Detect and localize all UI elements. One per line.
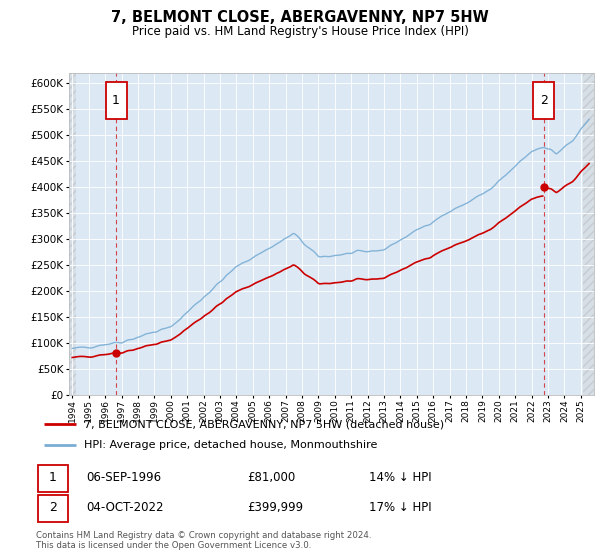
Text: 1: 1 bbox=[112, 94, 120, 108]
FancyBboxPatch shape bbox=[38, 496, 68, 522]
FancyBboxPatch shape bbox=[106, 82, 127, 119]
Bar bbox=[69, 73, 76, 395]
Text: £399,999: £399,999 bbox=[247, 501, 304, 515]
Text: 14% ↓ HPI: 14% ↓ HPI bbox=[368, 472, 431, 484]
Text: 17% ↓ HPI: 17% ↓ HPI bbox=[368, 501, 431, 515]
Text: 04-OCT-2022: 04-OCT-2022 bbox=[86, 501, 164, 515]
Bar bbox=[583, 73, 600, 395]
Text: 7, BELMONT CLOSE, ABERGAVENNY, NP7 5HW: 7, BELMONT CLOSE, ABERGAVENNY, NP7 5HW bbox=[111, 10, 489, 25]
Text: 06-SEP-1996: 06-SEP-1996 bbox=[86, 472, 161, 484]
FancyBboxPatch shape bbox=[38, 465, 68, 492]
Text: HPI: Average price, detached house, Monmouthshire: HPI: Average price, detached house, Monm… bbox=[83, 440, 377, 450]
Text: Contains HM Land Registry data © Crown copyright and database right 2024.
This d: Contains HM Land Registry data © Crown c… bbox=[36, 531, 371, 550]
Text: £81,000: £81,000 bbox=[247, 472, 295, 484]
FancyBboxPatch shape bbox=[533, 82, 554, 119]
Text: 2: 2 bbox=[49, 501, 57, 515]
Text: Price paid vs. HM Land Registry's House Price Index (HPI): Price paid vs. HM Land Registry's House … bbox=[131, 25, 469, 38]
Text: 2: 2 bbox=[540, 94, 548, 108]
Text: 1: 1 bbox=[49, 472, 57, 484]
Text: 7, BELMONT CLOSE, ABERGAVENNY, NP7 5HW (detached house): 7, BELMONT CLOSE, ABERGAVENNY, NP7 5HW (… bbox=[83, 419, 443, 429]
